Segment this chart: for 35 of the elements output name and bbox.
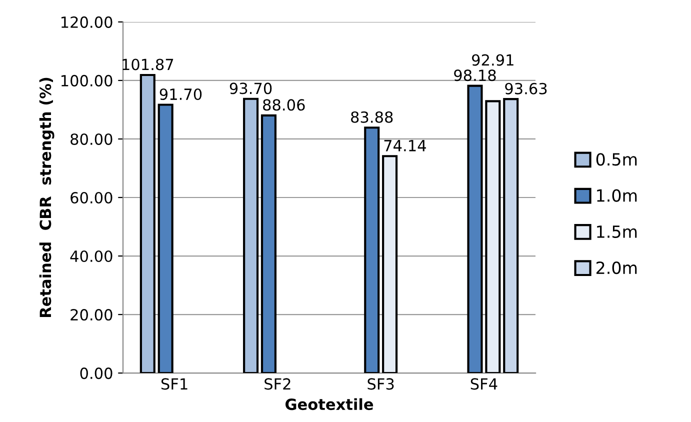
x-tick-label: SF3: [368, 378, 394, 390]
bar: [158, 104, 174, 374]
y-tick-label: 80.00: [70, 133, 112, 145]
y-tick-label: 40.00: [70, 250, 112, 262]
data-label: 93.70: [230, 82, 272, 94]
bar: [140, 74, 156, 374]
x-tick-label: SF4: [470, 378, 498, 390]
y-tick-label: 100.00: [61, 74, 112, 86]
data-label: 101.87: [122, 58, 174, 70]
legend-label: 1.5m: [597, 226, 637, 238]
y-tick-label: 60.00: [70, 192, 112, 204]
x-tick-label: SF1: [161, 378, 188, 390]
y-axis-title: Retained CBR strength (%): [39, 78, 54, 318]
y-tick-label: 120.00: [61, 16, 112, 28]
y-tick-label: 20.00: [70, 308, 112, 321]
bar: [503, 98, 519, 374]
data-label: 83.88: [351, 111, 393, 123]
data-label: 98.18: [454, 70, 496, 82]
data-label: 93.63: [505, 82, 547, 94]
bar: [364, 126, 380, 374]
data-label: 88.06: [263, 99, 305, 111]
x-tick-label: SF2: [264, 378, 290, 390]
legend-label: 0.5m: [596, 153, 637, 166]
data-label: 74.14: [384, 140, 426, 152]
bar: [382, 155, 398, 374]
bar: [467, 84, 483, 374]
bar: [260, 114, 276, 374]
data-label: 92.91: [472, 54, 514, 66]
bar: [485, 100, 501, 374]
legend-label: 1.0m: [597, 189, 637, 202]
data-label: 91.70: [160, 88, 202, 100]
x-axis-title: Geotextile: [285, 398, 374, 410]
bar: [243, 98, 259, 374]
y-tick-label: 0.00: [80, 368, 112, 380]
legend-label: 2.0m: [596, 261, 637, 274]
